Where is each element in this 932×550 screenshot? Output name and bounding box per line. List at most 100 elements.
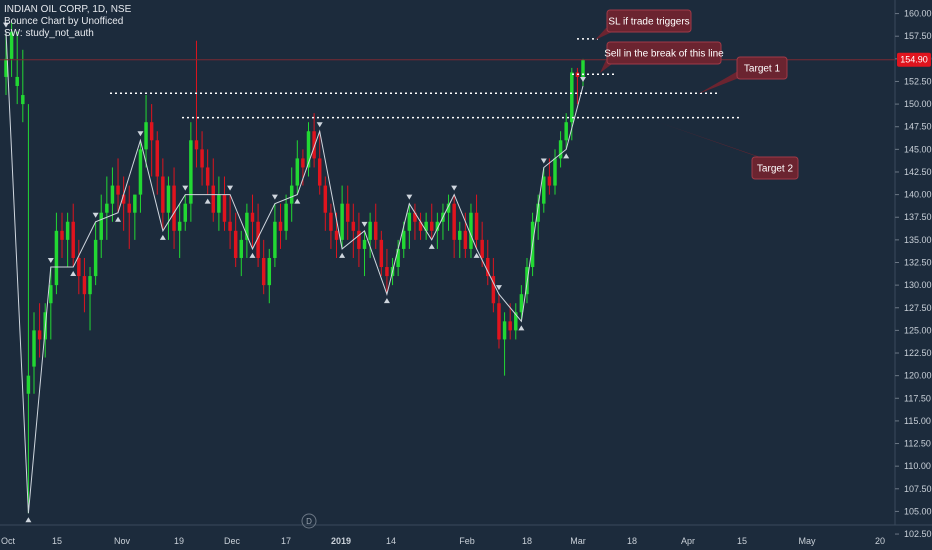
candle-body xyxy=(463,230,468,249)
price-tick-label: 110.00 xyxy=(904,461,931,471)
candle-body xyxy=(284,203,288,231)
candle-body xyxy=(446,203,451,213)
candle-body xyxy=(82,276,87,295)
price-tick-label: 127.50 xyxy=(904,303,932,313)
time-tick-label: 18 xyxy=(627,536,637,546)
candle-body xyxy=(564,122,568,141)
candle-body xyxy=(458,230,462,240)
candle-body xyxy=(368,221,372,240)
price-tick-label: 157.50 xyxy=(904,31,932,41)
price-tick-label: 125.00 xyxy=(904,325,932,335)
event-marker-label: D xyxy=(306,517,312,526)
pivot-marker xyxy=(563,153,570,159)
candle-body xyxy=(261,257,266,286)
target1-annotation[interactable]: Target 1 xyxy=(698,56,788,94)
pivot-marker xyxy=(25,517,32,523)
bounce-line xyxy=(5,31,584,514)
price-tick-label: 137.50 xyxy=(904,212,932,222)
time-tick-label: May xyxy=(798,536,816,546)
time-tick-label: 14 xyxy=(386,536,396,546)
candle-body xyxy=(519,294,524,313)
candle-body xyxy=(480,239,484,258)
price-tick-label: 142.50 xyxy=(904,167,932,177)
time-tick-label: Mar xyxy=(570,536,586,546)
candle-body xyxy=(110,185,115,204)
candle-body xyxy=(430,221,434,231)
candle-body xyxy=(452,203,456,240)
candle-body xyxy=(228,221,232,231)
pivot-marker xyxy=(271,194,278,200)
candle-body xyxy=(295,158,300,186)
study-title: SW: study_not_auth xyxy=(4,28,94,39)
pivot-marker xyxy=(540,158,547,164)
sl-annotation-label: SL if trade triggers xyxy=(608,17,689,28)
candle-body xyxy=(396,248,400,268)
pivot-marker xyxy=(406,194,413,200)
candle-body xyxy=(469,212,473,249)
candle-body xyxy=(379,239,384,268)
candle-body xyxy=(418,221,423,231)
sell-annotation[interactable]: Sell in the break of this line xyxy=(600,41,724,73)
candle-body xyxy=(93,239,98,277)
candle-body xyxy=(570,72,574,123)
candle-body xyxy=(558,140,563,159)
candle-body xyxy=(105,203,109,213)
last-price-badge-label: 154.90 xyxy=(900,55,928,65)
candle-body xyxy=(329,212,333,231)
time-tick-label: 2019 xyxy=(331,536,351,546)
candle-body xyxy=(357,230,361,249)
price-tick-label: 152.50 xyxy=(904,76,932,86)
candle-body xyxy=(49,285,53,304)
time-tick-label: Apr xyxy=(681,536,695,546)
candle-body xyxy=(351,221,356,231)
pivot-marker xyxy=(227,185,234,191)
event-marker-icon[interactable] xyxy=(301,513,317,529)
indicator-title: Bounce Chart by Unofficed xyxy=(4,16,124,27)
candle-body xyxy=(547,176,552,186)
candle-body xyxy=(4,58,8,77)
target1-annotation-box xyxy=(736,56,788,80)
candle-body xyxy=(9,31,14,59)
candle-body xyxy=(245,212,249,240)
price-tick-label: 112.50 xyxy=(904,439,931,449)
price-tick-label: 120.00 xyxy=(904,371,932,381)
price-tick-label: 107.50 xyxy=(904,484,932,494)
time-tick-label: 18 xyxy=(522,536,532,546)
symbol-title: INDIAN OIL CORP, 1D, NSE xyxy=(4,4,132,15)
candle-body xyxy=(211,185,216,213)
candle-body xyxy=(542,176,546,204)
candle-body xyxy=(161,176,165,213)
last-price-badge xyxy=(897,52,931,67)
candle-body xyxy=(273,221,277,258)
time-tick-label: 15 xyxy=(737,536,747,546)
pivot-marker xyxy=(70,271,77,277)
pivot-marker xyxy=(294,198,301,204)
pivot-marker xyxy=(137,131,144,137)
price-tick-label: 130.00 xyxy=(904,280,932,290)
candle-body xyxy=(413,212,417,222)
pivot-marker xyxy=(3,22,9,28)
candle-body xyxy=(491,276,496,304)
price-tick-label: 147.50 xyxy=(904,122,932,132)
target2-annotation[interactable]: Target 2 xyxy=(658,122,799,180)
price-tick-label: 102.50 xyxy=(904,529,932,539)
candle-body xyxy=(149,122,154,141)
candle-body xyxy=(116,185,120,195)
price-tick-label: 115.00 xyxy=(904,416,931,426)
candle-body xyxy=(121,194,126,204)
candle-body xyxy=(172,185,176,231)
price-tick-label: 145.00 xyxy=(904,144,932,154)
price-tick-label: 150.00 xyxy=(904,99,932,109)
candle-body xyxy=(26,375,31,394)
sell-annotation-label: Sell in the break of this line xyxy=(604,49,724,60)
time-tick-label: 15 xyxy=(52,536,62,546)
candle-body xyxy=(177,221,182,231)
sl-annotation[interactable]: SL if trade triggers xyxy=(595,9,692,40)
candle-body xyxy=(373,221,378,240)
candle-body xyxy=(306,131,311,168)
candle-body xyxy=(486,257,490,277)
pivot-marker xyxy=(361,221,368,227)
